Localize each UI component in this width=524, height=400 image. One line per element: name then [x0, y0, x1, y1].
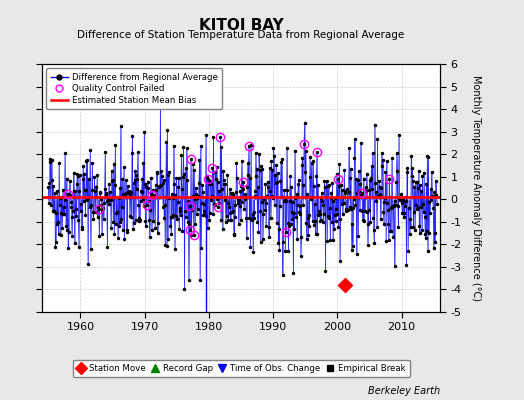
Y-axis label: Monthly Temperature Anomaly Difference (°C): Monthly Temperature Anomaly Difference (… [471, 75, 481, 301]
Text: Berkeley Earth: Berkeley Earth [368, 386, 440, 396]
Legend: Station Move, Record Gap, Time of Obs. Change, Empirical Break: Station Move, Record Gap, Time of Obs. C… [72, 360, 410, 377]
Text: Difference of Station Temperature Data from Regional Average: Difference of Station Temperature Data f… [78, 30, 405, 40]
Text: KITOI BAY: KITOI BAY [199, 18, 283, 33]
